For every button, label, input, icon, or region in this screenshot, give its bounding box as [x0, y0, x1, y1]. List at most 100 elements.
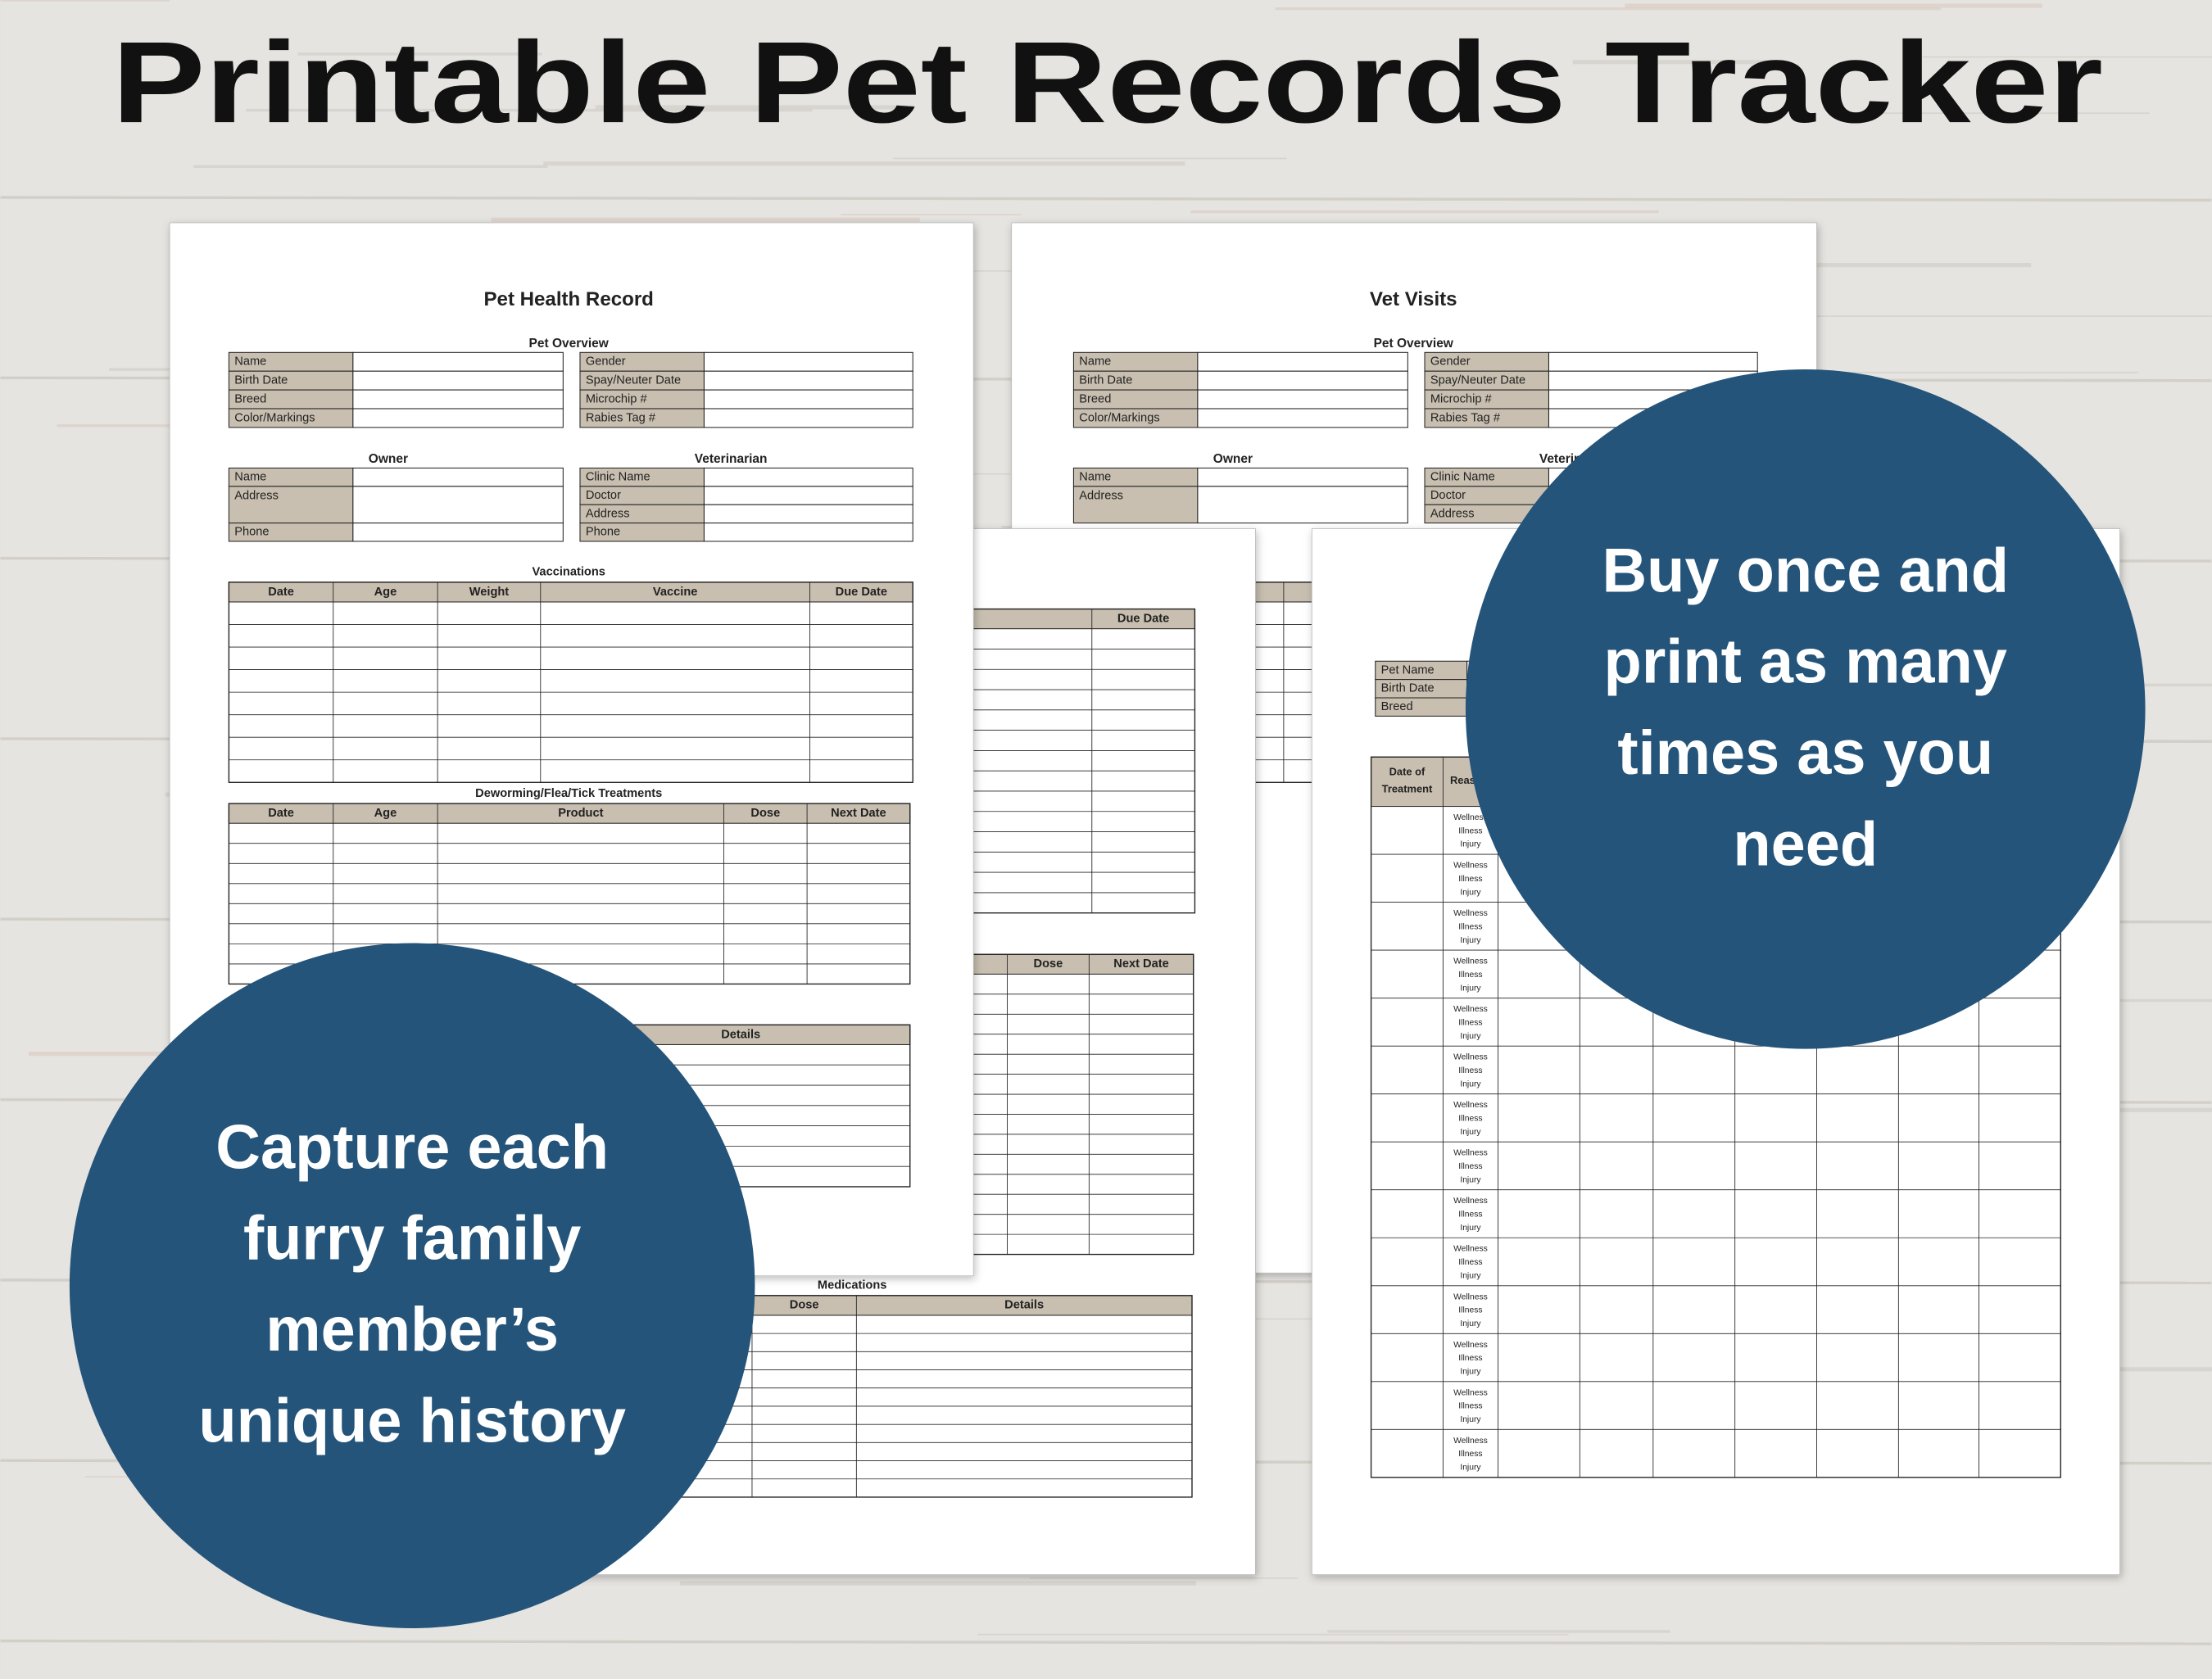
column-header: Date — [268, 807, 294, 820]
column-header: Date — [268, 586, 294, 599]
field-label: Address — [234, 490, 279, 503]
field-label: Doctor — [1430, 489, 1466, 502]
field-value-cell — [352, 408, 564, 428]
callout-circle — [1465, 369, 2146, 1049]
section-heading: Owner — [1213, 452, 1253, 466]
reason-option: Illness — [1458, 1450, 1482, 1459]
reason-option: Wellness — [1453, 1197, 1488, 1206]
field-label: Spay/Neuter Date — [586, 374, 681, 387]
field-value-cell — [703, 389, 913, 410]
reason-option: Wellness — [1453, 1388, 1488, 1397]
field-value-cell — [1197, 408, 1408, 428]
reason-option: Illness — [1458, 1018, 1482, 1027]
wood-grain — [893, 157, 1287, 160]
field-label: Clinic Name — [1430, 471, 1495, 484]
field-value-cell — [703, 467, 913, 487]
callout-text: Capture each — [215, 1112, 609, 1182]
reason-option: Illness — [1458, 922, 1482, 931]
column-header: Age — [374, 807, 397, 820]
reason-option: Injury — [1460, 1415, 1481, 1424]
field-value-cell — [1197, 370, 1408, 391]
reason-option: Illness — [1458, 1211, 1482, 1220]
wood-grain — [1275, 7, 1941, 11]
column-header: Vaccine — [653, 586, 697, 599]
column-header: Product — [558, 807, 603, 820]
wood-grain — [1870, 112, 2150, 115]
sheet-title: Pet Health Record — [484, 288, 654, 310]
column-header: Weight — [469, 586, 510, 599]
field-label: Clinic Name — [586, 471, 650, 484]
reason-option: Illness — [1458, 971, 1482, 980]
field-label: Gender — [1430, 355, 1471, 369]
column-header: Treatment — [1382, 782, 1433, 794]
callouts: Buy once and print as many times as you nee… — [69, 369, 2146, 1629]
field-value-cell — [352, 389, 564, 410]
reason-option: Wellness — [1453, 1053, 1488, 1062]
reason-option: Wellness — [1453, 1245, 1488, 1254]
reason-option: Illness — [1458, 1066, 1482, 1075]
column-header: Date of — [1389, 766, 1426, 778]
field-label: Name — [234, 471, 266, 484]
reason-option: Injury — [1460, 1367, 1481, 1376]
reason-option: Wellness — [1453, 1005, 1488, 1014]
callout-text: Buy once and — [1602, 536, 2009, 605]
section-heading: Pet Overview — [1374, 337, 1454, 351]
reason-option: Injury — [1460, 984, 1481, 993]
column-header: Age — [374, 586, 397, 599]
wood-grain — [297, 52, 542, 56]
reason-option: Injury — [1460, 1319, 1481, 1328]
field-value-cell — [352, 370, 564, 391]
reason-option: Wellness — [1453, 862, 1488, 871]
field-value-cell — [703, 370, 913, 391]
reason-option: Illness — [1458, 1162, 1482, 1171]
wood-grain — [595, 105, 914, 110]
wood-grain — [680, 1581, 1197, 1586]
field-label: Pet Name — [1381, 663, 1435, 677]
column-header: Due Date — [836, 586, 887, 599]
reason-option: Illness — [1458, 1306, 1482, 1315]
callout-text: unique history — [198, 1386, 626, 1455]
wood-grain — [1327, 1630, 1670, 1633]
field-value-cell — [1197, 467, 1408, 487]
section-heading: Pet Overview — [529, 337, 610, 351]
reason-option: Wellness — [1453, 1292, 1488, 1301]
field-label-cell — [228, 486, 354, 524]
callout-text: member’s — [265, 1295, 559, 1364]
wood-grain — [1572, 60, 1778, 65]
reason-option: Wellness — [1453, 1341, 1488, 1350]
wood-grain — [1733, 371, 2138, 373]
reason-option: Illness — [1458, 1258, 1482, 1267]
column-header: Due Date — [1117, 612, 1169, 625]
field-label: Rabies Tag # — [1430, 411, 1501, 424]
field-label: Color/Markings — [1079, 411, 1159, 424]
reason-option: Injury — [1460, 1079, 1481, 1088]
callout-text: need — [1733, 809, 1878, 879]
section-heading: Deworming/Flea/Tick Treatments — [475, 787, 662, 800]
wood-grain — [0, 0, 170, 2]
section-heading: Owner — [369, 452, 408, 466]
wood-grain — [1030, 1577, 1299, 1579]
reason-option: Injury — [1460, 1175, 1481, 1184]
reason-option: Injury — [1460, 840, 1481, 849]
column-header: Dose — [1034, 957, 1063, 971]
sheet-title: Vet Visits — [1370, 288, 1457, 310]
reason-option: Injury — [1460, 1224, 1481, 1233]
column-header: Dose — [750, 807, 780, 820]
field-label: Birth Date — [1079, 374, 1132, 387]
field-label: Name — [1079, 355, 1111, 369]
field-label: Phone — [234, 526, 269, 539]
field-label: Microchip # — [586, 392, 648, 405]
reason-option: Injury — [1460, 936, 1481, 945]
reason-option: Injury — [1460, 888, 1481, 897]
field-label-cell — [1072, 486, 1199, 524]
reason-option: Illness — [1458, 826, 1482, 835]
section-heading: Medications — [818, 1279, 887, 1292]
callout-text: print as many — [1604, 627, 2007, 697]
field-label: Gender — [586, 355, 626, 369]
column-header: Next Date — [1113, 957, 1168, 971]
plank-seam — [0, 196, 2212, 202]
field-value-cell — [1197, 389, 1408, 410]
reason-option: Injury — [1460, 1128, 1481, 1137]
